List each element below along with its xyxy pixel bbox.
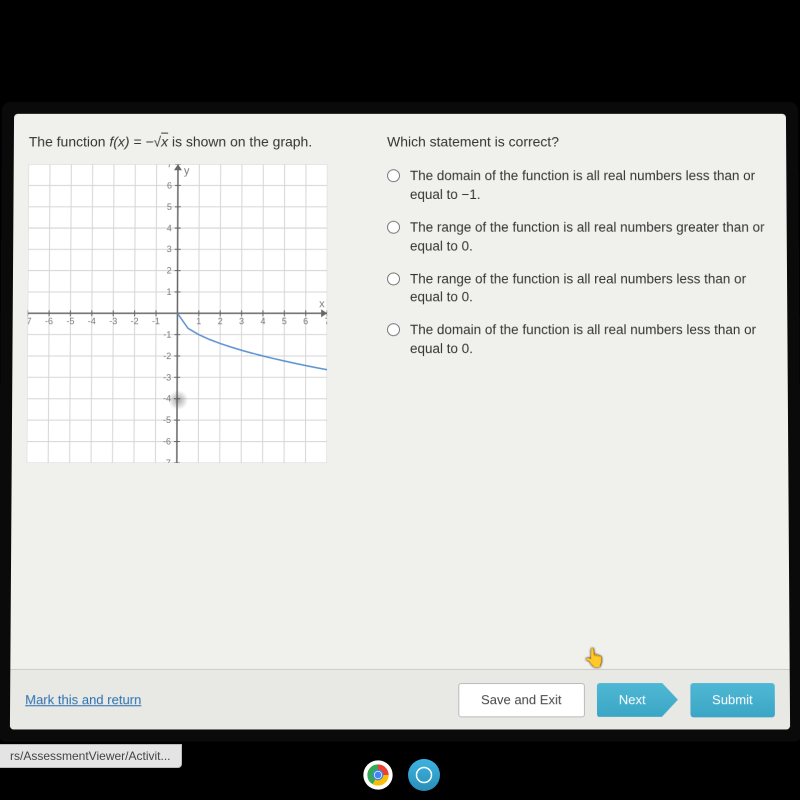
svg-text:3: 3 — [167, 244, 172, 254]
radio-icon[interactable] — [387, 324, 400, 337]
files-icon[interactable] — [408, 759, 440, 791]
graph-svg: -7 -6 -5 -4 -3 -2 -1 1 2 3 4 5 6 7 -7 -6 -5 -4 -3 -2 -1 1 2 3 4 5… — [27, 164, 328, 463]
svg-text:4: 4 — [260, 316, 265, 326]
svg-text:7: 7 — [325, 316, 328, 326]
graph: -7 -6 -5 -4 -3 -2 -1 1 2 3 4 5 6 7 -7 -6 -5 -4 -3 -2 -1 1 2 3 4 5… — [27, 164, 328, 463]
option-3[interactable]: The range of the function is all real nu… — [387, 270, 772, 308]
options-list: The domain of the function is all real n… — [387, 167, 773, 359]
chrome-icon[interactable] — [360, 757, 396, 793]
svg-text:-7: -7 — [163, 458, 171, 463]
svg-text:-1: -1 — [152, 316, 160, 326]
svg-text:2: 2 — [167, 266, 172, 276]
radio-icon[interactable] — [387, 272, 400, 285]
svg-text:-4: -4 — [163, 394, 171, 404]
svg-text:-3: -3 — [109, 316, 117, 326]
option-text: The range of the function is all real nu… — [410, 270, 772, 308]
radio-icon[interactable] — [387, 221, 400, 234]
svg-text:-4: -4 — [88, 316, 96, 326]
svg-text:6: 6 — [167, 181, 172, 191]
laptop-screen: The function f(x) = −√x is shown on the … — [0, 102, 800, 742]
option-text: The range of the function is all real nu… — [410, 219, 772, 257]
next-button[interactable]: Next — [597, 683, 678, 717]
prompt-pre: The function — [29, 134, 110, 150]
svg-text:2: 2 — [218, 316, 223, 326]
radio-icon[interactable] — [387, 169, 400, 182]
save-and-exit-button[interactable]: Save and Exit — [458, 683, 585, 717]
svg-text:5: 5 — [167, 202, 172, 212]
question-content: The function f(x) = −√x is shown on the … — [10, 114, 789, 659]
submit-button[interactable]: Submit — [690, 683, 775, 717]
function-prompt: The function f(x) = −√x is shown on the … — [29, 134, 348, 150]
svg-text:-2: -2 — [163, 351, 171, 361]
svg-text:y: y — [184, 165, 190, 177]
function-expr: f(x) = −√x — [109, 134, 168, 150]
svg-text:-6: -6 — [45, 316, 53, 326]
svg-text:-3: -3 — [163, 372, 171, 382]
option-2[interactable]: The range of the function is all real nu… — [387, 219, 772, 257]
assessment-app: The function f(x) = −√x is shown on the … — [10, 114, 790, 730]
svg-text:-1: -1 — [163, 330, 171, 340]
footer-bar: Mark this and return Save and Exit Next … — [10, 669, 790, 730]
mark-and-return-link[interactable]: Mark this and return — [25, 692, 141, 707]
svg-text:1: 1 — [196, 316, 201, 326]
svg-text:-6: -6 — [163, 437, 171, 447]
svg-text:3: 3 — [239, 316, 244, 326]
left-column: The function f(x) = −√x is shown on the … — [26, 134, 348, 639]
svg-text:6: 6 — [303, 316, 308, 326]
option-text: The domain of the function is all real n… — [410, 167, 772, 204]
taskbar — [0, 750, 800, 800]
svg-text:4: 4 — [167, 223, 172, 233]
option-4[interactable]: The domain of the function is all real n… — [387, 322, 773, 360]
question-text: Which statement is correct? — [387, 134, 771, 150]
svg-text:x: x — [319, 298, 325, 310]
prompt-post: is shown on the graph. — [168, 134, 312, 150]
svg-text:-5: -5 — [163, 415, 171, 425]
svg-text:5: 5 — [282, 316, 287, 326]
option-text: The domain of the function is all real n… — [410, 322, 773, 360]
svg-text:1: 1 — [166, 287, 171, 297]
option-1[interactable]: The domain of the function is all real n… — [387, 167, 772, 204]
svg-text:-7: -7 — [27, 316, 32, 326]
svg-text:7: 7 — [167, 164, 172, 169]
right-column: Which statement is correct? The domain o… — [387, 134, 774, 639]
svg-text:-5: -5 — [66, 316, 74, 326]
svg-text:-2: -2 — [131, 316, 139, 326]
